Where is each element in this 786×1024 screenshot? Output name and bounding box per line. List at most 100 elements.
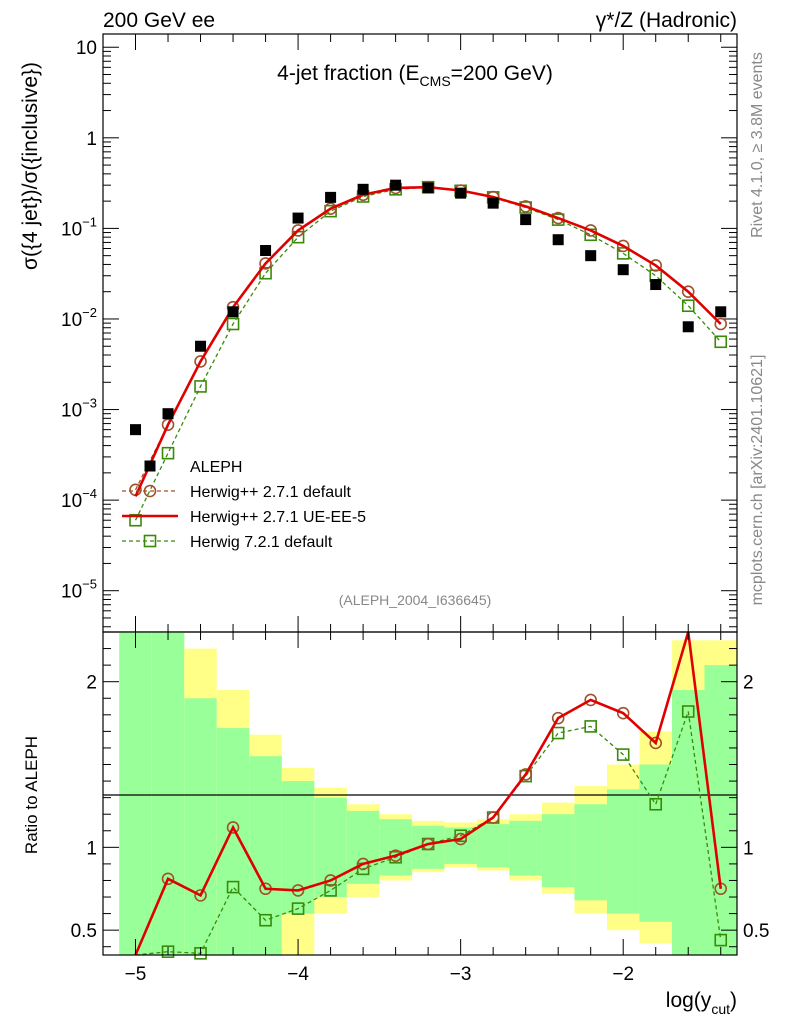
- main-herwig_default-point: [616, 239, 630, 253]
- ratio-band-green: [704, 665, 737, 955]
- ratio-band-green: [314, 797, 347, 898]
- ratio-band-green: [606, 789, 640, 914]
- main-ytick-label-base: 10: [61, 310, 82, 331]
- main-data-point: [390, 179, 402, 191]
- ratio-herwig_default-point: [551, 711, 565, 725]
- ratio-herwig_default-point: [486, 811, 500, 824]
- x-axis-label-sub: cut: [711, 1001, 730, 1017]
- ratio-herwig72-point: [291, 902, 305, 915]
- ratio-band-green: [574, 804, 607, 901]
- x-tick-label: −5: [125, 964, 147, 985]
- x-tick-label: −2: [612, 964, 634, 985]
- main-ytick-label: 10−5: [61, 577, 97, 603]
- ratio-herwig72-point: [226, 880, 240, 894]
- legend-label-herwig72: Herwig 7.2.1 default: [190, 534, 333, 551]
- ratio-ytick-label: 0.5: [71, 921, 97, 942]
- ratio-uncertainty-bands: [119, 632, 737, 955]
- ratio-band-green: [249, 756, 282, 955]
- main-data-point: [195, 340, 207, 352]
- main-data-point: [260, 245, 272, 257]
- main-herwig_default-point: [681, 285, 695, 299]
- ratio-herwig_default-point: [161, 872, 175, 886]
- main-herwig72-point: [194, 380, 207, 393]
- ratio-band-green: [639, 764, 672, 922]
- ratio-band-green: [509, 820, 542, 876]
- ratio-band-green: [379, 819, 412, 876]
- main-data-point: [162, 408, 174, 420]
- main-data-point: [292, 212, 304, 224]
- main-series: [129, 179, 728, 527]
- main-ytick-label: 10−1: [61, 214, 97, 240]
- legend: ALEPH Herwig++ 2.7.1 default Herwig++ 2.7.…: [122, 459, 366, 551]
- main-ytick-label-exp: −1: [82, 214, 97, 229]
- main-herwig_default-point: [551, 211, 565, 225]
- main-herwig_default-point: [714, 317, 728, 331]
- main-data-point: [455, 187, 467, 199]
- x-axis-label-suffix: ): [730, 989, 737, 1012]
- rivet-version-label: Rivet 4.1.0, ≥ 3.8M events: [749, 52, 766, 238]
- ratio-band-green: [476, 824, 510, 868]
- main-herwig_default-point: [161, 418, 175, 432]
- main-data-point: [585, 250, 597, 262]
- ratio-herwig_ueee5-line: [134, 631, 723, 956]
- main-ytick-label-exp: −5: [82, 577, 97, 592]
- x-axis-label-prefix: log(y: [666, 989, 712, 1012]
- main-chart-title-prefix: 4-jet fraction (E: [277, 62, 419, 85]
- main-data-point: [422, 182, 434, 194]
- main-chart-title-sub: CMS: [420, 73, 451, 89]
- main-data-point: [487, 197, 499, 209]
- main-ytick-label: 1: [86, 129, 97, 150]
- main-data-point: [617, 264, 629, 276]
- watermark-analysis-id: (ALEPH_2004_I636645): [339, 592, 492, 608]
- ratio-y-axis-label: Ratio to ALEPH: [22, 736, 41, 854]
- main-ytick-label-base: 10: [61, 491, 82, 512]
- ratio-band-green: [346, 810, 380, 884]
- ratio-ytick-label-right: 1: [743, 838, 754, 859]
- ratio-ytick-label-right: 0.5: [743, 921, 769, 942]
- ratio-herwig_default-point: [226, 821, 240, 834]
- ratio-panel: 2 2 1 1 0.5 0.5 −5 −4 −3 −2 Ratio to ALEPH log(yc…: [22, 631, 769, 1017]
- main-ytick-label-base: 10: [61, 582, 82, 603]
- ratio-herwig72-point: [584, 720, 597, 733]
- ratio-band-green: [541, 814, 575, 888]
- ratio-frame: [102, 631, 738, 956]
- legend-label-herwig_ueee5: Herwig++ 2.7.1 UE-EE-5: [190, 509, 366, 526]
- ratio-herwig72-point: [259, 913, 272, 927]
- main-ytick-label: 10−3: [61, 396, 97, 422]
- x-tick-label: −3: [450, 964, 472, 985]
- ratio-ytick-label-right: 2: [743, 673, 754, 694]
- main-herwig72-point: [161, 446, 175, 460]
- main-ytick-label-exp: −2: [82, 305, 97, 320]
- main-herwig_default-point: [584, 224, 597, 237]
- header-right-title: γ*/Z (Hadronic): [596, 9, 737, 32]
- main-herwig_default-point: [291, 224, 305, 237]
- main-herwig_default-point: [324, 202, 337, 215]
- main-herwig72-point: [714, 335, 728, 349]
- legend-marker-herwig_default: [143, 484, 157, 498]
- legend-label-herwig_default: Herwig++ 2.7.1 default: [190, 484, 352, 501]
- ratio-band-green: [281, 781, 315, 914]
- main-herwig_default-point: [194, 355, 207, 368]
- main-ytick-label-exp: −4: [82, 486, 97, 501]
- ratio-herwig_default-point: [324, 874, 337, 887]
- main-herwig_default-point: [259, 257, 272, 270]
- ratio-herwig_default-point: [584, 693, 597, 707]
- ratio-herwig_default-point: [616, 706, 630, 720]
- ratio-herwig_default-point: [389, 849, 402, 862]
- main-data-point: [357, 183, 369, 195]
- main-herwig_default-line: [134, 186, 722, 491]
- main-herwig_default-point: [519, 200, 532, 213]
- main-herwig72-point: [681, 299, 695, 313]
- main-data-point: [682, 321, 694, 333]
- main-data-point: [650, 279, 662, 291]
- legend-marker-data: [144, 460, 156, 472]
- ratio-band-green: [119, 632, 152, 955]
- main-data-point: [130, 424, 142, 436]
- main-herwig_default-point: [649, 259, 663, 272]
- ratio-herwig_default-point: [519, 768, 532, 781]
- header-left-title: 200 GeV ee: [103, 9, 215, 32]
- ratio-band-green: [184, 698, 217, 955]
